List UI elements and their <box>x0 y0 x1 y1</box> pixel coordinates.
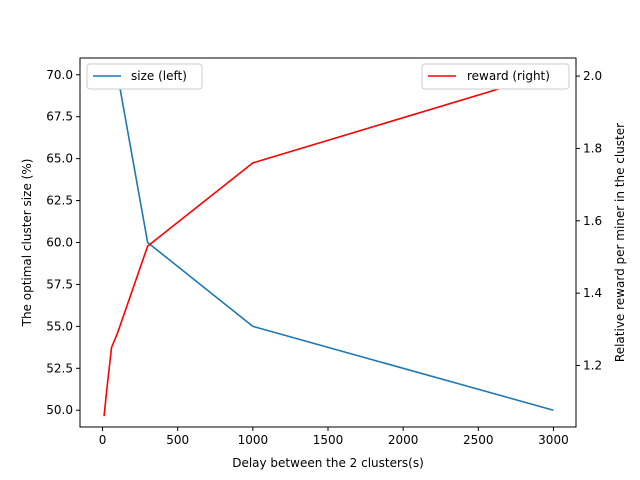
right-y-axis-label: Relative reward per miner in the cluster <box>613 123 627 362</box>
right-y-tick-label: 1.2 <box>583 359 602 373</box>
x-tick-label: 500 <box>166 433 189 447</box>
legend-right: reward (right) <box>421 63 570 90</box>
x-axis-label: Delay between the 2 clusters(s) <box>232 456 424 470</box>
left-y-tick-label: 57.5 <box>46 277 73 291</box>
right-y-tick-label: 1.8 <box>583 141 602 155</box>
right-y-tick-label: 1.6 <box>583 214 602 228</box>
left-y-tick-label: 52.5 <box>46 361 73 375</box>
left-y-tick-label: 67.5 <box>46 110 73 124</box>
x-tick-label: 1000 <box>238 433 269 447</box>
legend-left-label: size (left) <box>131 69 187 83</box>
reward-series-line <box>103 71 554 417</box>
legend-right-box <box>421 63 570 90</box>
left-y-axis-label: The optimal cluster size (%) <box>20 159 34 328</box>
plot-frame <box>79 57 577 428</box>
left-y-tick-label: 70.0 <box>46 68 73 82</box>
legend-left: size (left) <box>86 63 203 90</box>
x-tick-label: 2000 <box>388 433 419 447</box>
plot-area <box>80 58 576 427</box>
right-y-tick-label: 2.0 <box>583 69 602 83</box>
left-y-tick-label: 50.0 <box>46 403 73 417</box>
x-axis-ticks: 0 500 1000 1500 2000 2500 3000 <box>99 427 569 447</box>
x-tick-label: 0 <box>99 433 107 447</box>
x-tick-label: 2500 <box>463 433 494 447</box>
right-y-tick-label: 1.4 <box>583 286 602 300</box>
left-y-axis-ticks: 50.0 52.5 55.0 57.5 60.0 62.5 65.0 67.5 70.0 <box>46 68 80 417</box>
left-y-tick-label: 65.0 <box>46 152 73 166</box>
x-tick-label: 1500 <box>313 433 344 447</box>
x-tick-label: 3000 <box>538 433 569 447</box>
legend-right-label: reward (right) <box>467 69 550 83</box>
left-y-tick-label: 60.0 <box>46 236 73 250</box>
legend-left-box <box>86 63 203 90</box>
right-y-axis-ticks: 1.2 1.4 1.6 1.8 2.0 <box>576 69 602 373</box>
left-y-tick-label: 55.0 <box>46 319 73 333</box>
left-y-tick-label: 62.5 <box>46 194 73 208</box>
